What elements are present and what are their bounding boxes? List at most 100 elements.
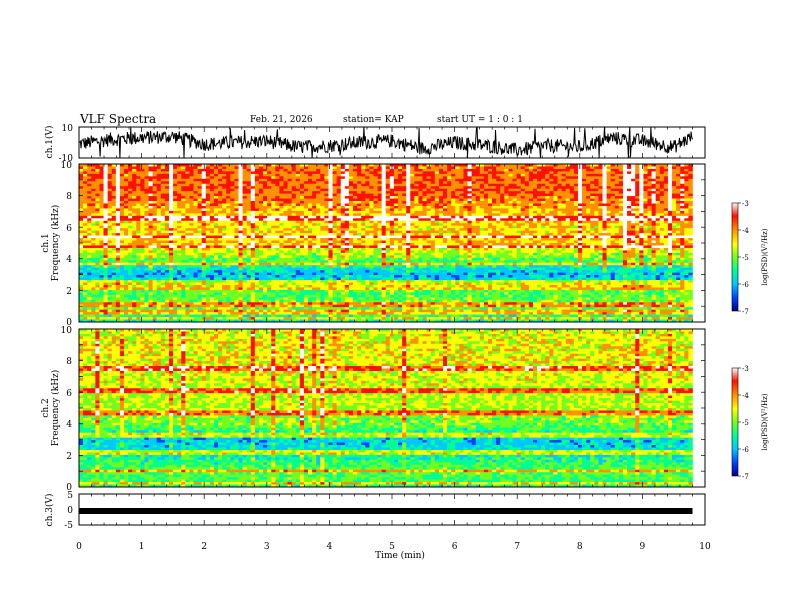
spectrogram-cell: [557, 164, 562, 167]
spectrogram-cell: [185, 166, 190, 170]
spectrogram-cell: [430, 171, 436, 175]
spectrogram-cell: [467, 238, 472, 241]
spectrogram-cell: [263, 228, 268, 231]
spectrogram-cell: [295, 188, 301, 192]
spectrogram-cell: [475, 201, 481, 204]
spectrogram-cell: [467, 220, 472, 224]
spectrogram-cell: [295, 233, 301, 236]
spectrogram-cell: [541, 228, 546, 231]
spectrogram-cell: [663, 198, 669, 202]
spectrogram-cell: [618, 223, 624, 227]
spectrogram-cell: [561, 191, 566, 194]
spectrogram-cell: [402, 218, 407, 222]
spectrogram-cell: [487, 186, 493, 189]
spectrogram-cell: [267, 188, 272, 192]
spectrogram-cell: [422, 213, 427, 217]
spectrogram-cell: [185, 210, 190, 214]
spectrogram-cell: [320, 181, 325, 185]
spectrogram-cell: [573, 164, 579, 167]
spectrogram-cell: [606, 166, 611, 170]
spectrogram-cell: [136, 228, 141, 231]
spectrogram-cell: [238, 201, 243, 204]
spectrogram-cell: [119, 223, 125, 227]
spectrogram-cell: [610, 218, 616, 222]
spectrogram-cell: [426, 181, 432, 185]
spectrogram-cell: [254, 198, 260, 202]
spectrogram-cell: [222, 220, 227, 224]
spectrogram-cell: [663, 188, 669, 192]
spectrogram-cell: [672, 208, 677, 212]
spectrogram-cell: [136, 176, 141, 180]
spectrogram-cell: [361, 233, 366, 236]
spectrogram-cell: [177, 213, 182, 217]
spectrogram-cell: [459, 201, 464, 204]
spectrogram-cell: [246, 215, 252, 219]
spectrogram-cell: [361, 228, 366, 231]
spectrogram-cell: [189, 183, 194, 187]
spectrogram-cell: [132, 205, 137, 209]
spectrogram-cell: [316, 243, 321, 246]
spectrogram-cell: [168, 238, 174, 241]
spectrogram-cell: [565, 164, 571, 167]
spectrogram-cell: [385, 243, 391, 246]
spectrogram-cell: [418, 183, 423, 187]
spectrogram-cell: [418, 173, 423, 177]
spectrogram-cell: [218, 205, 223, 209]
spectrogram-cell: [651, 218, 656, 222]
spectrogram-cell: [594, 191, 599, 194]
spectrogram-cell: [680, 230, 685, 234]
spectrogram-cell: [340, 178, 346, 182]
spectrogram-cell: [115, 166, 121, 170]
spectrogram-cell: [647, 198, 652, 202]
spectrogram-cell: [246, 176, 252, 180]
spectrogram-cell: [144, 220, 149, 224]
spectrogram-cell: [545, 183, 550, 187]
spectrogram-cell: [586, 183, 591, 187]
spectrogram-cell: [651, 201, 656, 204]
spectrogram-cell: [140, 193, 145, 197]
spectrogram-cell: [618, 196, 624, 199]
spectrogram-cell: [119, 164, 125, 167]
spectrogram-cell: [250, 240, 256, 244]
spectrogram-cell: [680, 238, 685, 241]
spectrogram-cell: [332, 168, 337, 172]
spectrogram-cell: [447, 188, 452, 192]
spectrogram-cell: [197, 205, 202, 209]
spectrogram-cell: [582, 164, 587, 167]
spectrogram-cell: [385, 208, 391, 212]
spectrogram-cell: [168, 208, 174, 212]
spectrogram-cell: [389, 208, 395, 212]
spectrogram-cell: [373, 225, 378, 229]
spectrogram-cell: [344, 171, 350, 175]
spectrogram-cell: [271, 166, 276, 170]
spectrogram-cell: [426, 188, 432, 192]
spectrogram-cell: [115, 181, 121, 185]
spectrogram-cell: [140, 188, 145, 192]
spectrogram-cell: [283, 186, 288, 189]
spectrogram-cell: [189, 215, 194, 219]
spectrogram-cell: [209, 173, 215, 177]
spectrogram-cell: [332, 228, 337, 231]
spectrogram-cell: [565, 178, 571, 182]
spectrogram-cell: [610, 196, 616, 199]
spectrogram-cell: [201, 178, 207, 182]
spectrogram-cell: [132, 225, 137, 229]
spectrogram-cell: [467, 166, 472, 170]
spectrogram-cell: [246, 193, 252, 197]
spectrogram-cell: [361, 210, 366, 214]
spectrogram-cell: [222, 228, 227, 231]
spectrogram-cell: [373, 201, 378, 204]
figure-title: VLF Spectra: [79, 112, 156, 126]
spectrogram-cell: [361, 205, 366, 209]
spectrogram-cell: [451, 183, 456, 187]
spectrogram-cell: [672, 183, 677, 187]
spectrogram-cell: [573, 178, 579, 182]
spectrogram-cell: [234, 196, 239, 199]
spectrogram-cell: [242, 168, 247, 172]
spectrogram-cell: [119, 225, 125, 229]
spectrogram-cell: [328, 220, 333, 224]
spectrogram-cell: [365, 213, 370, 217]
spectrogram-cell: [520, 191, 526, 194]
spectrogram-cell: [667, 230, 673, 234]
spectrogram-cell: [438, 205, 444, 209]
